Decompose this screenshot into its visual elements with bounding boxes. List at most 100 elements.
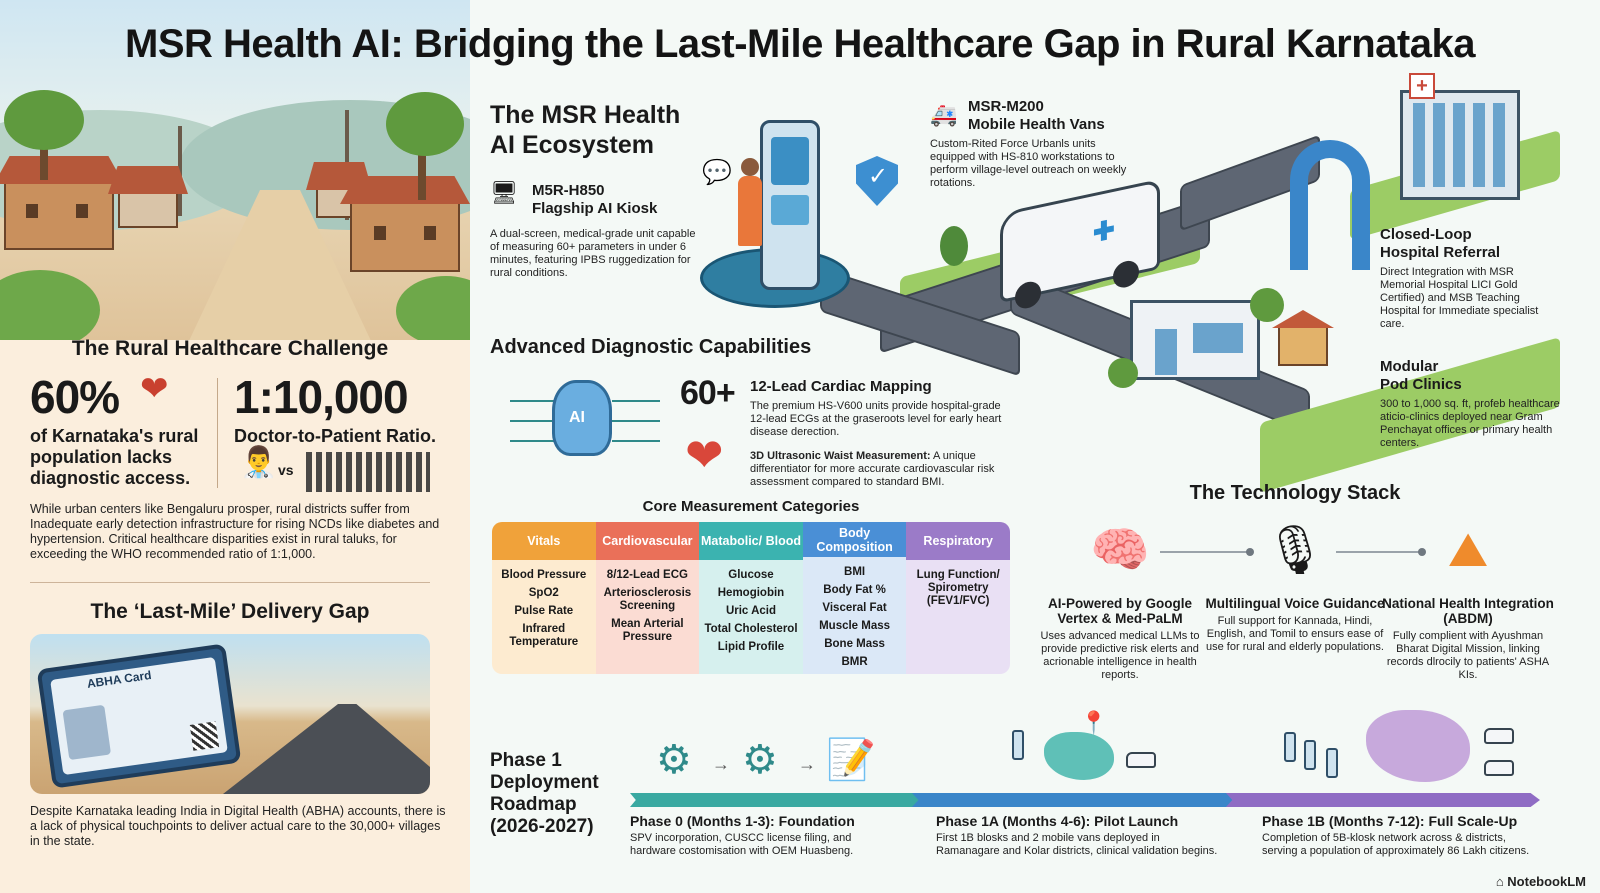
phase-1a-body: First 1B blosks and 2 mobile vans deploy… <box>936 832 1218 857</box>
measurement-item: BMI <box>844 566 866 578</box>
tech-item-voice: 🎙 Multilingual Voice Guidance Full suppo… <box>1205 512 1385 654</box>
referral-title: Closed-Loop Hospital Referral <box>1380 226 1501 261</box>
abha-card-icon: ABHA Card <box>36 643 242 789</box>
roadmap-heading: Phase 1 Deployment Roadmap (2026-2027) <box>490 750 599 837</box>
kiosk-body: A dual-screen, medical-grade unit capabl… <box>490 228 696 279</box>
pod-clinic-icon <box>1130 300 1260 380</box>
stat-diagnostic-caption: of Karnataka's rural population lacks di… <box>30 426 199 488</box>
measurement-item: SpO2 <box>528 587 559 599</box>
heart-circuit-icon: ❤ <box>140 370 169 408</box>
measurement-item: Glucose <box>728 569 774 581</box>
phase-1b-title: Phase 1B (Months 7-12): Full Scale-Up <box>1262 813 1518 829</box>
measurement-item: Muscle Mass <box>819 620 891 632</box>
diagnostics-heading: Advanced Diagnostic Capabilities <box>490 336 812 358</box>
abha-card-highway-illustration: ABHA Card <box>30 634 430 794</box>
category-column: Cardiovascular 8/12-Lead ECG Arteriosclero… <box>595 522 700 674</box>
patients-crowd-icon <box>306 452 430 492</box>
left-panel: The Rural Healthcare Challenge 60% ❤ of … <box>0 0 470 893</box>
measurement-item: 8/12-Lead ECG <box>606 569 688 581</box>
location-pin-icon: 📍 <box>1080 710 1108 735</box>
microphone-icon: 🎙 <box>1264 524 1326 577</box>
last-mile-body: Despite Karnataka leading India in Digit… <box>30 804 446 848</box>
van-body: Custom-Rited Force Urbanls units equippe… <box>930 138 1127 189</box>
measurement-item: Hemogiobin <box>717 587 785 599</box>
measurement-item: Uric Acid <box>725 605 777 617</box>
measurement-item: Blood Pressure <box>501 569 587 581</box>
notebook-logo-icon: ⌂ <box>1495 874 1508 889</box>
phase-1b-body: Completion of 5B-klosk network across & … <box>1262 832 1530 857</box>
van-icon <box>1126 752 1156 768</box>
measurement-item: Body Fat % <box>823 584 886 596</box>
phase-1b-bar <box>1226 793 1540 807</box>
phase-0-title: Phase 0 (Months 1-3): Foundation <box>630 813 855 829</box>
category-header: Matabolic/ Blood <box>699 522 803 560</box>
measurement-item: BMR <box>841 656 868 668</box>
tech-item-ai: 🧠 AI-Powered by Google Vertex & Med-PaLM… <box>1030 512 1210 682</box>
rural-village-illustration <box>0 0 470 340</box>
measurement-categories-table: Vitals Blood Pressure SpO2 Pulse Rate Infrar… <box>492 522 1010 674</box>
category-header: Cardiovascular <box>595 522 700 560</box>
district-map-icon <box>1044 732 1114 780</box>
van-title: MSR-M200 Mobile Health Vans <box>968 98 1105 133</box>
category-header: Vitals <box>492 522 596 560</box>
kiosk-outline-icon: 🖥 <box>490 180 518 205</box>
cardiac-title: 12-Lead Cardiac Mapping <box>750 378 932 395</box>
last-mile-heading: The ‘Last-Mile’ Delivery Gap <box>90 600 370 623</box>
referral-body: Direct Integration with MSR Memorial Hos… <box>1380 266 1539 330</box>
phase-1a-title: Phase 1A (Months 4-6): Pilot Launch <box>936 813 1179 829</box>
mobile-health-van-icon: ✚ <box>1000 178 1160 311</box>
vs-label: vs <box>278 462 294 478</box>
kiosk-icon <box>1304 740 1316 770</box>
waist-measurement-text: 3D Ultrasonic Waist Measurement: A uniqu… <box>750 450 995 488</box>
van-icon <box>1484 728 1514 744</box>
section-divider <box>30 582 430 583</box>
stat-diagnostic-access: 60% <box>30 371 120 423</box>
wrench-gear-icon: ⚙ <box>742 738 778 782</box>
user-person-icon <box>738 158 762 246</box>
document-sign-icon: 📝 <box>826 738 876 782</box>
kiosk-icon <box>1326 748 1338 778</box>
measurement-item: Bone Mass <box>824 638 885 650</box>
referral-loop-arch <box>1290 140 1370 270</box>
phase-0-bar <box>630 793 922 807</box>
core-categories-heading: Core Measurement Categories <box>642 498 860 515</box>
stat-ratio-caption: Doctor-to-Patient Ratio. <box>234 426 436 446</box>
measurement-item: Total Cholesterol <box>704 623 798 635</box>
measurement-item: Pulse Rate <box>514 605 574 617</box>
page-title: MSR Health AI: Bridging the Last-Mile He… <box>125 22 1475 66</box>
measurement-item: Visceral Fat <box>822 602 887 614</box>
doctor-icon: 👨‍⚕️ <box>240 446 278 479</box>
tech-stack-heading: The Technology Stack <box>1189 482 1401 504</box>
pod-body: 300 to 1,000 sq. ft, profeb healthcare a… <box>1380 398 1560 449</box>
phase-1a-bar <box>912 793 1236 807</box>
measurement-item: Mean Arterial Pressure <box>611 618 684 643</box>
kiosk-icon <box>1012 730 1024 760</box>
measurement-item: Lipid Profile <box>717 641 785 653</box>
stat-divider <box>217 378 218 488</box>
ai-brain-icon: AI <box>552 380 612 456</box>
kiosk-title: M5R-H850 Flagship AI Kiosk <box>532 182 658 217</box>
pod-title: Modular Pod Clinics <box>1380 358 1462 393</box>
measurement-item: Arteriosclerosis Screening <box>603 587 692 612</box>
measurement-item: Lung Function/ Spirometry (FEV1/FVC) <box>916 569 1000 607</box>
stat-doctor-ratio: 1:10,000 <box>234 371 409 423</box>
ambulance-outline-icon: 🚑 <box>930 102 958 127</box>
category-header: Respiratory <box>906 522 1010 560</box>
cardiac-body: The premium HS-V600 units provide hospit… <box>750 400 1002 438</box>
measurement-item: Infrared Temperature <box>509 623 579 648</box>
category-header: Body Composition <box>802 522 907 557</box>
kiosk-icon <box>1284 732 1296 762</box>
van-icon <box>1484 760 1514 776</box>
phase-0-body: SPV incorporation, CUSCC license filing,… <box>630 832 854 857</box>
ecosystem-heading: The MSR Health AI Ecosystem <box>490 101 681 159</box>
parameter-count: 60+ <box>680 374 736 412</box>
gear-icon: ⚙ <box>656 738 692 782</box>
state-map-icon <box>1366 710 1470 782</box>
category-column: Matabolic/ Blood Glucose Hemogiobin Uric Ac… <box>699 522 803 674</box>
india-map-icon: ⛰ <box>1447 524 1489 577</box>
ai-kiosk-icon <box>760 120 820 290</box>
chat-bubble-icon: 💬 <box>702 159 732 186</box>
challenge-body: While urban centers like Bengaluru prosp… <box>30 502 440 561</box>
gram-panchayat-icon <box>1278 326 1328 366</box>
brain-chip-icon: 🧠 <box>1090 524 1150 577</box>
